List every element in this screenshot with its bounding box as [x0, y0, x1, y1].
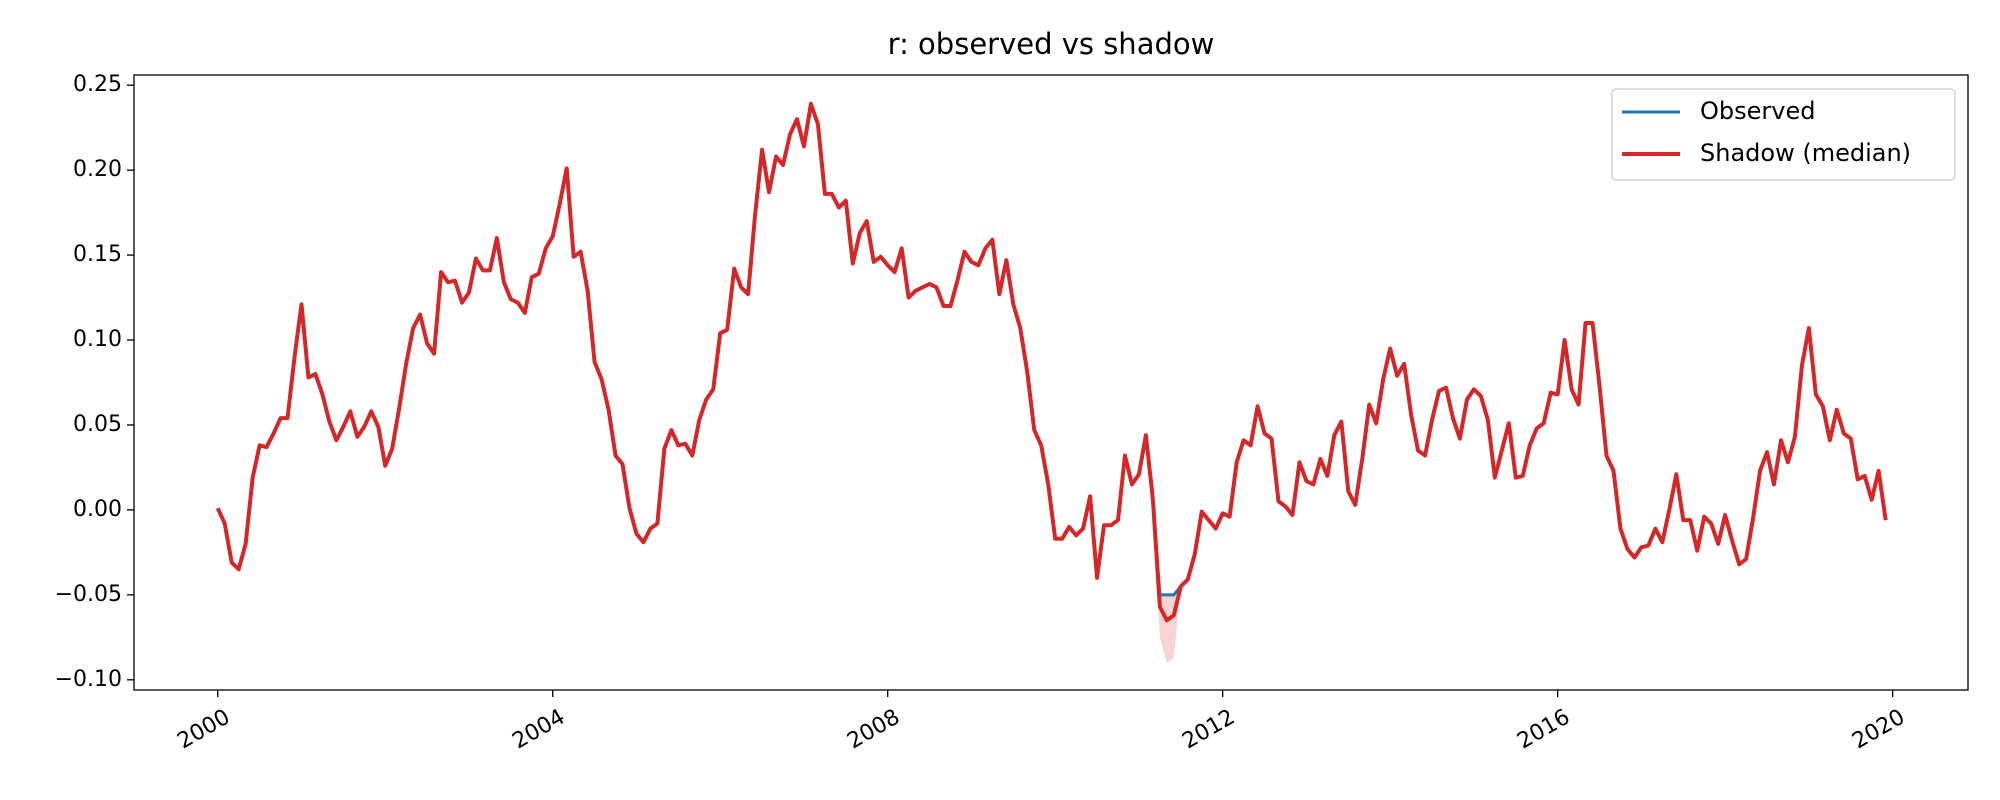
- y-tick-label: 0.05: [73, 412, 122, 437]
- series-line: [215, 101, 1888, 623]
- legend-box: [1611, 88, 1956, 181]
- y-tick-label: 0.10: [73, 327, 122, 352]
- chart-title: r: observed vs shadow: [888, 27, 1215, 61]
- y-tick-label: 0.25: [73, 72, 122, 97]
- y-tick-label: −0.05: [55, 582, 122, 607]
- y-tick-label: 0.15: [73, 242, 122, 267]
- plot-frame: [133, 74, 1969, 691]
- y-tick-label: −0.10: [55, 667, 122, 692]
- y-tick-label: 0.20: [73, 157, 122, 182]
- legend: Observed Shadow (median): [1611, 88, 1956, 181]
- legend-label: Shadow (median): [1700, 139, 1911, 167]
- legend-label: Observed: [1700, 97, 1815, 125]
- y-tick-label: 0.00: [73, 497, 122, 522]
- uncertainty-band: [1152, 499, 1181, 663]
